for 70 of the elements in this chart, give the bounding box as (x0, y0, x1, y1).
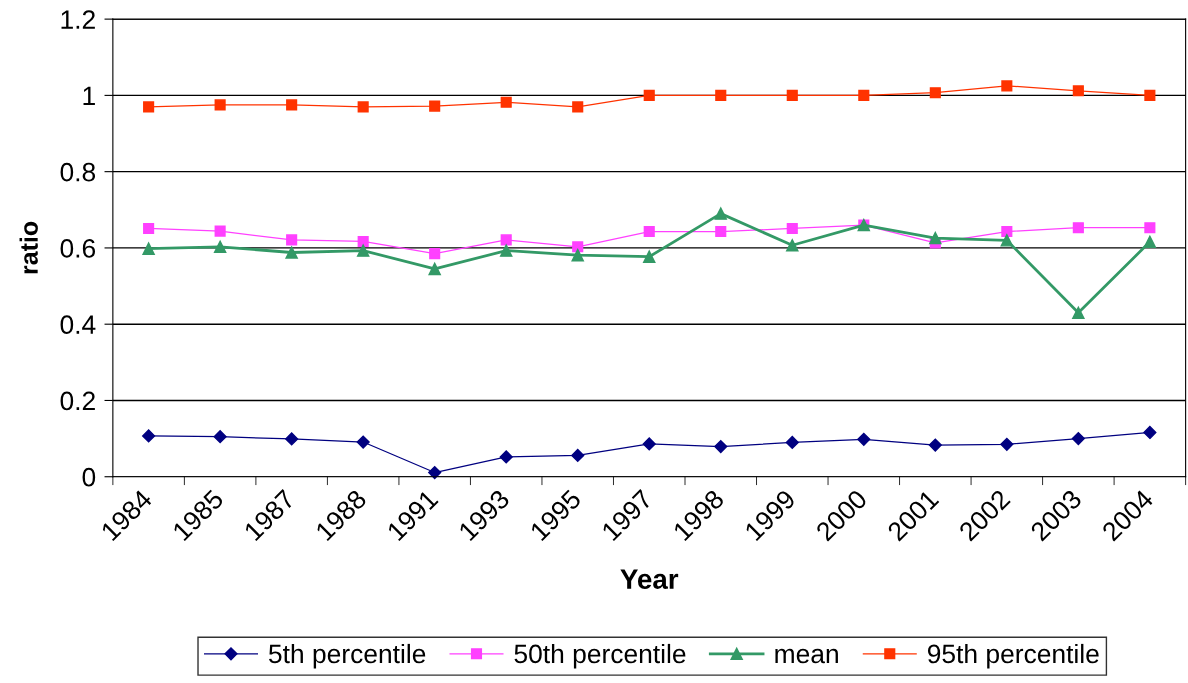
point (929, 87, 941, 99)
legend-label: mean (775, 648, 838, 664)
point (214, 99, 226, 111)
y-tick-label: 0.2 (60, 391, 95, 411)
point (428, 262, 441, 276)
point (786, 239, 799, 252)
legend-label: 5th percentile (269, 643, 426, 669)
point (428, 465, 442, 480)
point (429, 100, 441, 112)
y-tick-label: 0.4 (60, 315, 96, 335)
point (213, 240, 227, 254)
point (714, 440, 728, 454)
point (1143, 425, 1157, 440)
point (571, 248, 584, 262)
point (1143, 235, 1157, 249)
point (357, 235, 369, 248)
legend-label: 50th percentile (514, 643, 686, 669)
point (213, 430, 227, 444)
point (785, 435, 799, 450)
point (286, 234, 298, 246)
point (1000, 437, 1014, 451)
point (285, 246, 298, 259)
point (714, 207, 728, 220)
point (214, 225, 226, 237)
point (285, 432, 299, 446)
point (858, 89, 870, 101)
point (143, 101, 155, 113)
point (356, 435, 370, 449)
point (572, 101, 584, 113)
point (142, 242, 155, 255)
point (786, 222, 798, 235)
y-tick-label: 0.8 (60, 162, 96, 182)
point (928, 438, 942, 452)
y-tick-label: 0.6 (60, 239, 96, 258)
y-tick-label: 0 (82, 467, 96, 487)
point (1072, 222, 1084, 234)
x-axis-title: Year (620, 569, 679, 590)
y-tick-label: 1 (83, 86, 95, 105)
point (500, 96, 512, 108)
point (286, 99, 298, 111)
point (1144, 222, 1156, 234)
point (572, 241, 584, 253)
point (429, 248, 441, 260)
point (1001, 80, 1013, 92)
point (499, 450, 513, 464)
point (356, 244, 370, 257)
point (715, 89, 727, 101)
point (786, 89, 798, 101)
point (1072, 306, 1085, 320)
point (143, 222, 155, 235)
point (571, 448, 585, 462)
point (142, 429, 156, 443)
point (715, 225, 727, 238)
point (1144, 89, 1156, 101)
point (929, 231, 942, 245)
legend-label: 95th percentile (927, 643, 1099, 669)
point (643, 225, 655, 238)
point (642, 250, 656, 263)
y-tick-label: 1.2 (61, 10, 95, 29)
point (1000, 234, 1014, 247)
point (1001, 225, 1013, 238)
point (499, 244, 513, 257)
point (500, 234, 512, 246)
point (642, 437, 656, 451)
point (357, 101, 369, 113)
point (857, 432, 871, 446)
point (1071, 432, 1085, 446)
point (1072, 85, 1084, 97)
point (643, 89, 655, 101)
y-axis-title: ratio (19, 221, 38, 274)
